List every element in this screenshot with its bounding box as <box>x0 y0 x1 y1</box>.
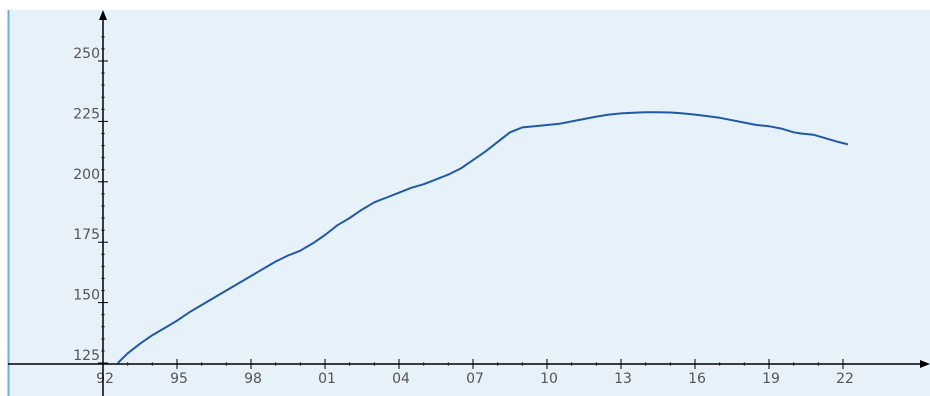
x-tick-label-92: 92 <box>96 371 114 387</box>
x-tick-label-98: 98 <box>244 371 262 387</box>
series-line <box>117 111 849 364</box>
x-tick-label-01: 01 <box>318 371 336 387</box>
y-tick-label-250: 250 <box>73 46 100 62</box>
y-axis-ticks: 125 150 175 200 225 250 <box>73 46 108 364</box>
y-tick-label-225: 225 <box>73 106 100 122</box>
x-tick-label-95: 95 <box>170 371 188 387</box>
x-axis-ticks: 92 95 98 01 04 07 10 13 16 19 22 <box>96 359 854 387</box>
x-tick-label-13: 13 <box>614 371 632 387</box>
plot-background <box>8 10 930 396</box>
y-tick-label-150: 150 <box>73 288 100 304</box>
y-tick-label-200: 200 <box>73 167 100 183</box>
x-tick-label-22: 22 <box>836 371 854 387</box>
x-tick-label-04: 04 <box>392 371 410 387</box>
x-tick-label-10: 10 <box>540 371 558 387</box>
x-tick-label-07: 07 <box>466 371 484 387</box>
x-axis-arrow <box>920 360 930 368</box>
y-tick-label-175: 175 <box>73 227 100 243</box>
y-axis-arrow <box>99 10 107 20</box>
y-tick-label-125: 125 <box>73 348 100 364</box>
x-tick-label-19: 19 <box>762 371 780 387</box>
x-tick-label-16: 16 <box>688 371 706 387</box>
